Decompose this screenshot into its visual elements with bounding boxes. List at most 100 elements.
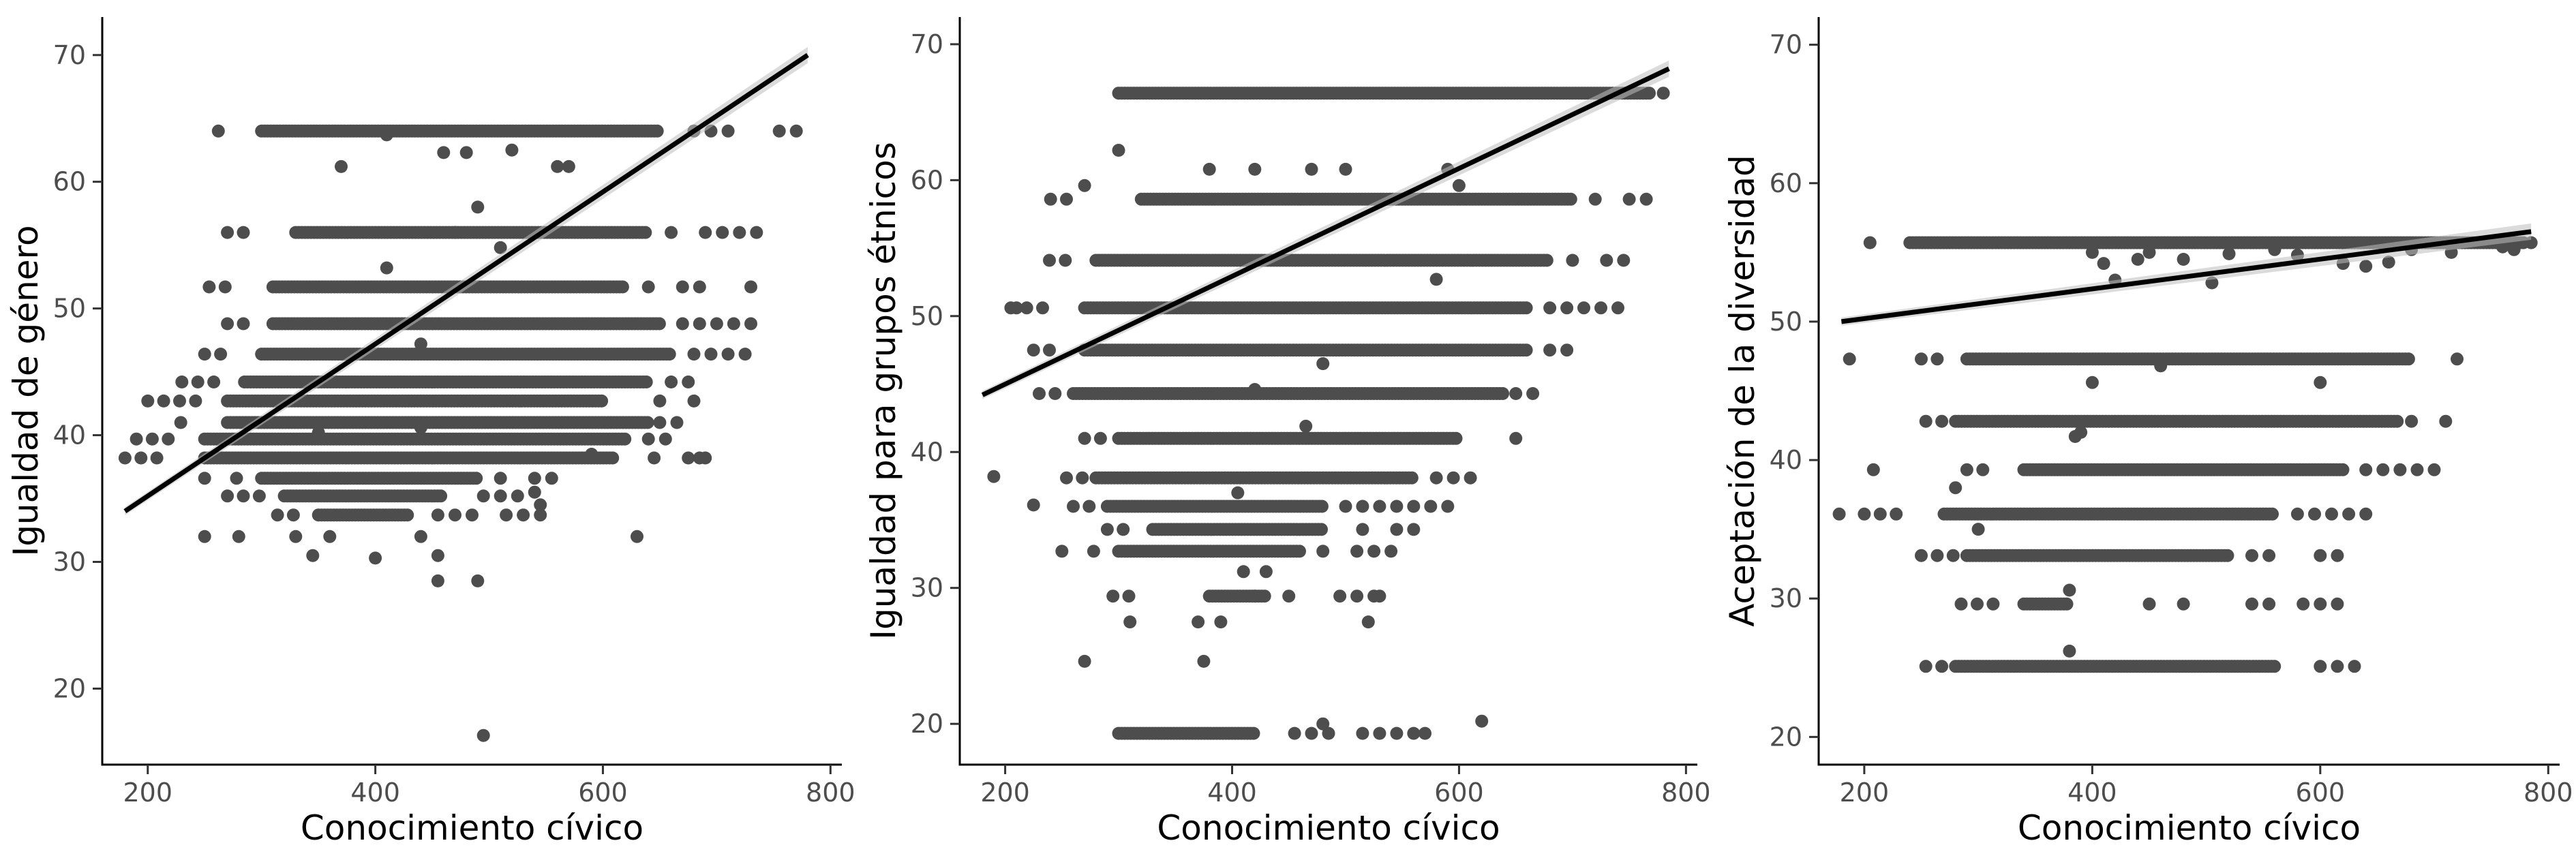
point xyxy=(1339,162,1352,176)
point xyxy=(2342,507,2356,521)
point xyxy=(401,508,414,522)
point xyxy=(1100,523,1114,536)
point xyxy=(2262,597,2276,611)
point xyxy=(1367,545,1381,558)
point xyxy=(2177,597,2190,611)
point xyxy=(237,489,250,503)
point xyxy=(1873,507,1887,521)
point xyxy=(1960,463,1973,476)
point xyxy=(1231,486,1245,500)
trend-line xyxy=(123,52,809,514)
point xyxy=(1027,498,1040,512)
point xyxy=(494,241,507,254)
point xyxy=(1954,597,1968,611)
point xyxy=(1123,615,1137,629)
point xyxy=(682,451,695,465)
point xyxy=(230,472,243,485)
point xyxy=(1577,301,1590,315)
point xyxy=(2331,597,2344,611)
point xyxy=(312,426,325,440)
point xyxy=(1407,726,1421,740)
point xyxy=(772,124,786,138)
point xyxy=(1048,387,1062,400)
point xyxy=(449,508,461,522)
point xyxy=(2131,253,2145,266)
point xyxy=(1475,714,1489,728)
y-axis-title: Igualdad de género xyxy=(6,225,46,556)
point xyxy=(1390,726,1404,740)
point xyxy=(639,226,652,239)
point xyxy=(639,376,653,388)
point xyxy=(221,226,234,239)
y-tick-label: 20 xyxy=(911,709,943,739)
point xyxy=(1093,431,1107,445)
y-tick-label: 70 xyxy=(1770,30,1802,60)
point xyxy=(2393,463,2407,476)
point xyxy=(687,348,701,361)
point xyxy=(2142,597,2156,611)
point xyxy=(1946,549,1960,562)
point xyxy=(2336,463,2350,476)
point xyxy=(1288,726,1301,740)
point xyxy=(2308,507,2321,521)
point xyxy=(2401,352,2415,366)
point xyxy=(676,280,689,294)
point xyxy=(2268,243,2282,256)
point xyxy=(449,226,461,239)
point xyxy=(631,530,643,543)
point xyxy=(202,280,216,294)
point xyxy=(1949,481,1963,495)
point xyxy=(2245,549,2258,562)
x-tick-label: 400 xyxy=(2067,778,2117,808)
point xyxy=(1449,431,1463,445)
point xyxy=(1059,254,1072,267)
point xyxy=(1036,301,1049,315)
point xyxy=(1429,273,1443,286)
point xyxy=(653,416,667,429)
point xyxy=(1446,471,1460,485)
point xyxy=(207,376,221,388)
point xyxy=(2410,463,2424,476)
point xyxy=(1315,500,1329,513)
point xyxy=(1373,589,1387,603)
point xyxy=(2382,256,2395,269)
axes xyxy=(958,17,1697,766)
point xyxy=(1509,387,1523,400)
point xyxy=(1305,162,1318,176)
point xyxy=(232,530,245,543)
point xyxy=(2359,260,2373,273)
point xyxy=(987,470,1001,483)
point xyxy=(1020,301,1033,315)
point xyxy=(2290,507,2304,521)
point xyxy=(1600,254,1613,267)
x-axis-title: Conocimiento cívico xyxy=(2018,808,2361,848)
point xyxy=(551,159,564,173)
panel-ethnic-equality: 200 400 600 800 20 30 40 50 60 70 Conocimiento cív… xyxy=(864,17,1711,848)
point xyxy=(2314,597,2327,611)
point xyxy=(1315,523,1328,536)
point xyxy=(595,394,609,408)
point xyxy=(534,508,547,522)
point xyxy=(733,226,746,239)
y-tick-label: 30 xyxy=(1770,583,1802,613)
point xyxy=(1407,523,1421,536)
point xyxy=(2376,463,2390,476)
point xyxy=(1452,179,1466,192)
point xyxy=(1192,615,1205,629)
point xyxy=(1373,500,1387,513)
point xyxy=(1858,507,1871,521)
point xyxy=(145,432,159,446)
point xyxy=(1373,726,1387,740)
point xyxy=(1247,726,1260,740)
point xyxy=(1976,463,1990,476)
x-tick-label: 800 xyxy=(1661,778,1711,808)
point xyxy=(1044,192,1057,206)
point xyxy=(618,432,632,446)
point xyxy=(1519,343,1533,357)
point xyxy=(1519,301,1533,315)
point xyxy=(141,394,155,408)
point xyxy=(157,394,170,408)
point xyxy=(198,530,211,543)
points xyxy=(987,87,1670,740)
point xyxy=(2297,597,2310,611)
